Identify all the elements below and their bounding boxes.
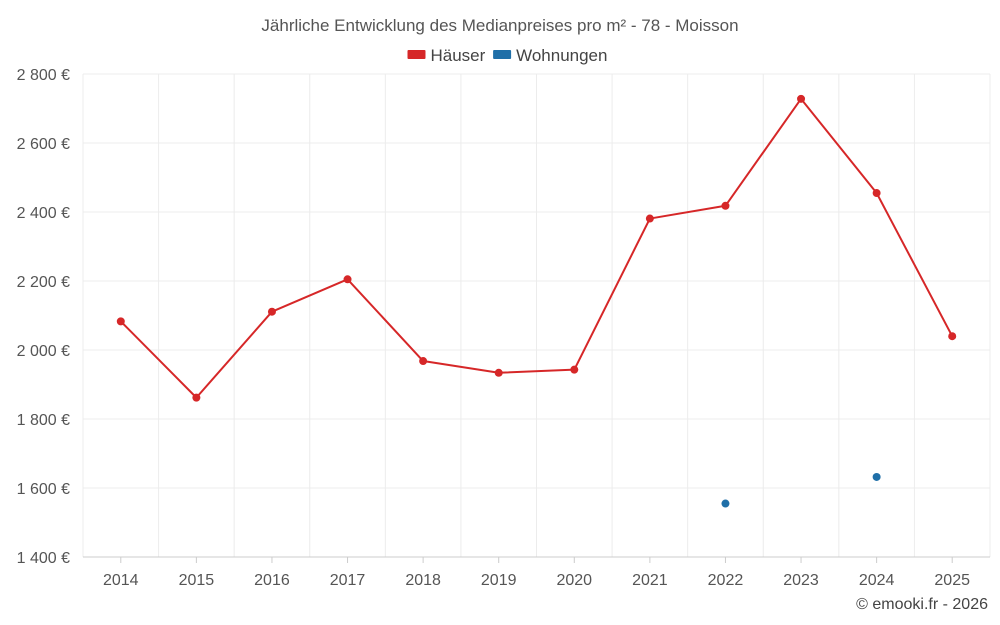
y-tick-label: 2 600 € — [17, 136, 70, 153]
x-tick-label: 2021 — [632, 572, 668, 589]
data-point-h-user — [570, 365, 579, 374]
chart-title: Jährliche Entwicklung des Medianpreises … — [261, 16, 738, 35]
legend-swatch-wohnungen — [493, 50, 512, 59]
legend-label-h-user: Häuser — [431, 46, 486, 65]
x-tick-label: 2024 — [859, 572, 895, 589]
data-point-h-user — [419, 357, 428, 366]
legend-swatch-h-user — [407, 50, 426, 59]
y-tick-label: 2 400 € — [17, 205, 70, 222]
data-point-h-user — [721, 201, 730, 210]
y-tick-label: 2 200 € — [17, 274, 70, 291]
data-point-h-user — [645, 214, 654, 223]
x-tick-label: 2022 — [708, 572, 744, 589]
data-point-h-user — [343, 275, 352, 284]
y-tick-label: 2 800 € — [17, 67, 70, 84]
x-tick-label: 2020 — [556, 572, 592, 589]
data-point-h-user — [948, 332, 957, 341]
y-tick-label: 1 800 € — [17, 412, 70, 429]
grid — [82, 73, 991, 557]
x-tick-label: 2025 — [934, 572, 970, 589]
data-point-h-user — [494, 368, 503, 377]
y-tick-label: 2 000 € — [17, 343, 70, 360]
data-point-h-user — [192, 393, 201, 402]
legend-label-wohnungen: Wohnungen — [516, 46, 607, 65]
data-point-wohnungen — [721, 499, 730, 508]
data-point-h-user — [267, 307, 276, 316]
data-point-h-user — [872, 189, 881, 198]
x-tick-label: 2023 — [783, 572, 819, 589]
x-tick-label: 2019 — [481, 572, 517, 589]
series — [116, 94, 957, 508]
credit-text: © emooki.fr - 2026 — [856, 596, 988, 613]
data-point-wohnungen — [872, 472, 881, 481]
data-point-h-user — [797, 94, 806, 103]
legend: Häuser Wohnungen — [407, 46, 607, 65]
x-tick-label: 2014 — [103, 572, 139, 589]
axes: 1 400 € 1 600 € 1 800 € 2 000 € 2 200 € 2 400… — [17, 67, 990, 589]
x-tick-label: 2018 — [405, 572, 441, 589]
x-tick-label: 2015 — [179, 572, 215, 589]
y-tick-label: 1 600 € — [17, 481, 70, 498]
x-tick-label: 2017 — [330, 572, 366, 589]
series-line-h-user — [120, 97, 954, 399]
x-tick-label: 2016 — [254, 572, 290, 589]
y-tick-label: 1 400 € — [17, 550, 70, 567]
data-point-h-user — [116, 317, 125, 326]
